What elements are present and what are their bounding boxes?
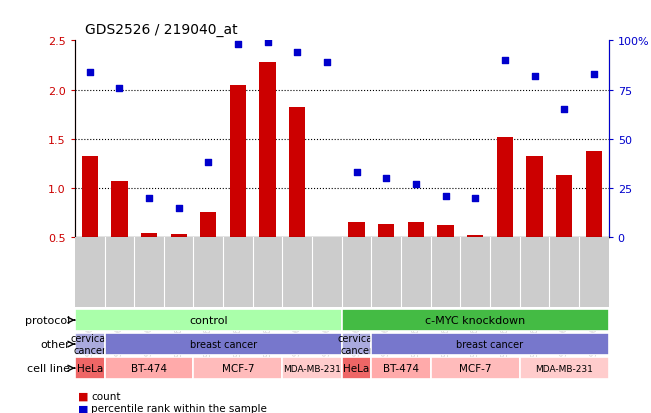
Text: MCF-7: MCF-7: [222, 363, 255, 373]
Text: c-MYC knockdown: c-MYC knockdown: [425, 315, 525, 325]
Bar: [527, 157, 543, 237]
Bar: [437, 225, 454, 237]
Bar: [289, 108, 305, 237]
Text: control: control: [189, 315, 228, 325]
Text: cervical
cancer: cervical cancer: [71, 333, 109, 355]
Point: [144, 195, 154, 202]
Bar: [467, 235, 484, 237]
Bar: [141, 234, 157, 237]
Point: [352, 169, 362, 176]
Point: [322, 59, 332, 66]
Point: [589, 71, 599, 78]
Bar: [497, 138, 513, 237]
Bar: [111, 182, 128, 237]
Text: BT-474: BT-474: [131, 363, 167, 373]
Bar: [586, 151, 602, 237]
Point: [470, 195, 480, 202]
Text: protocol: protocol: [25, 315, 70, 325]
Text: GDS2526 / 219040_at: GDS2526 / 219040_at: [85, 23, 237, 37]
Bar: [200, 213, 217, 237]
Point: [500, 57, 510, 64]
Point: [114, 85, 124, 92]
Text: HeLa: HeLa: [77, 363, 103, 373]
Text: percentile rank within the sample: percentile rank within the sample: [91, 404, 267, 413]
Point: [559, 107, 570, 113]
Bar: [378, 225, 395, 237]
Point: [85, 69, 95, 76]
Point: [381, 175, 391, 182]
Point: [262, 40, 273, 47]
Text: MCF-7: MCF-7: [459, 363, 492, 373]
Text: BT-474: BT-474: [383, 363, 419, 373]
Bar: [230, 85, 246, 237]
Point: [411, 181, 421, 188]
Text: other: other: [40, 339, 70, 349]
Text: ■: ■: [78, 404, 89, 413]
Point: [203, 159, 214, 166]
Bar: [348, 223, 365, 237]
Text: cervical
cancer: cervical cancer: [338, 333, 376, 355]
Bar: [260, 63, 276, 237]
Text: MDA-MB-231: MDA-MB-231: [283, 364, 341, 373]
Bar: [408, 223, 424, 237]
Text: HeLa: HeLa: [344, 363, 370, 373]
Text: breast cancer: breast cancer: [189, 339, 256, 349]
Text: ■: ■: [78, 391, 89, 401]
Point: [292, 50, 303, 57]
Text: MDA-MB-231: MDA-MB-231: [535, 364, 593, 373]
Point: [173, 205, 184, 211]
Text: cell line: cell line: [27, 363, 70, 373]
Point: [440, 193, 450, 199]
Text: breast cancer: breast cancer: [456, 339, 523, 349]
Text: count: count: [91, 391, 120, 401]
Bar: [81, 157, 98, 237]
Point: [233, 42, 243, 48]
Point: [529, 74, 540, 80]
Bar: [556, 176, 572, 237]
Bar: [171, 235, 187, 237]
